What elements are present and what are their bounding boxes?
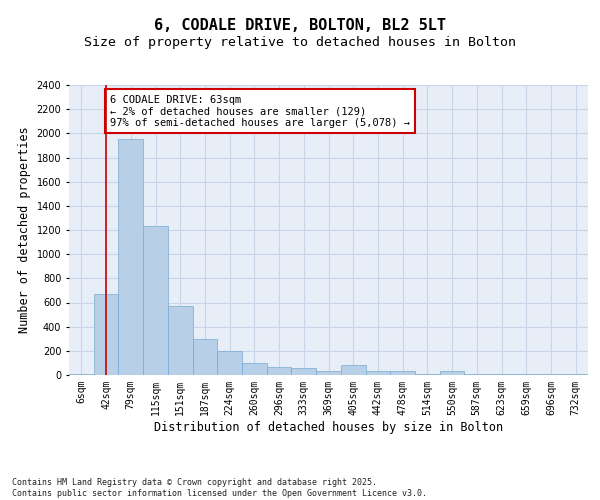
Bar	[168, 306, 193, 375]
X-axis label: Distribution of detached houses by size in Bolton: Distribution of detached houses by size …	[154, 420, 503, 434]
Bar	[217, 351, 242, 375]
Bar	[390, 372, 415, 375]
Bar	[365, 372, 390, 375]
Bar	[415, 374, 440, 375]
Text: 6, CODALE DRIVE, BOLTON, BL2 5LT: 6, CODALE DRIVE, BOLTON, BL2 5LT	[154, 18, 446, 32]
Bar	[267, 367, 292, 375]
Bar	[94, 294, 118, 375]
Bar	[193, 340, 217, 375]
Bar	[242, 363, 267, 375]
Bar	[464, 374, 489, 375]
Bar	[69, 374, 94, 375]
Bar	[292, 368, 316, 375]
Text: Contains HM Land Registry data © Crown copyright and database right 2025.
Contai: Contains HM Land Registry data © Crown c…	[12, 478, 427, 498]
Bar	[563, 374, 588, 375]
Bar	[341, 364, 365, 375]
Bar	[440, 372, 464, 375]
Text: Size of property relative to detached houses in Bolton: Size of property relative to detached ho…	[84, 36, 516, 49]
Y-axis label: Number of detached properties: Number of detached properties	[18, 126, 31, 334]
Bar	[489, 374, 514, 375]
Bar	[316, 372, 341, 375]
Bar	[539, 374, 563, 375]
Bar	[143, 226, 168, 375]
Text: 6 CODALE DRIVE: 63sqm
← 2% of detached houses are smaller (129)
97% of semi-deta: 6 CODALE DRIVE: 63sqm ← 2% of detached h…	[110, 94, 410, 128]
Bar	[118, 140, 143, 375]
Bar	[514, 374, 539, 375]
